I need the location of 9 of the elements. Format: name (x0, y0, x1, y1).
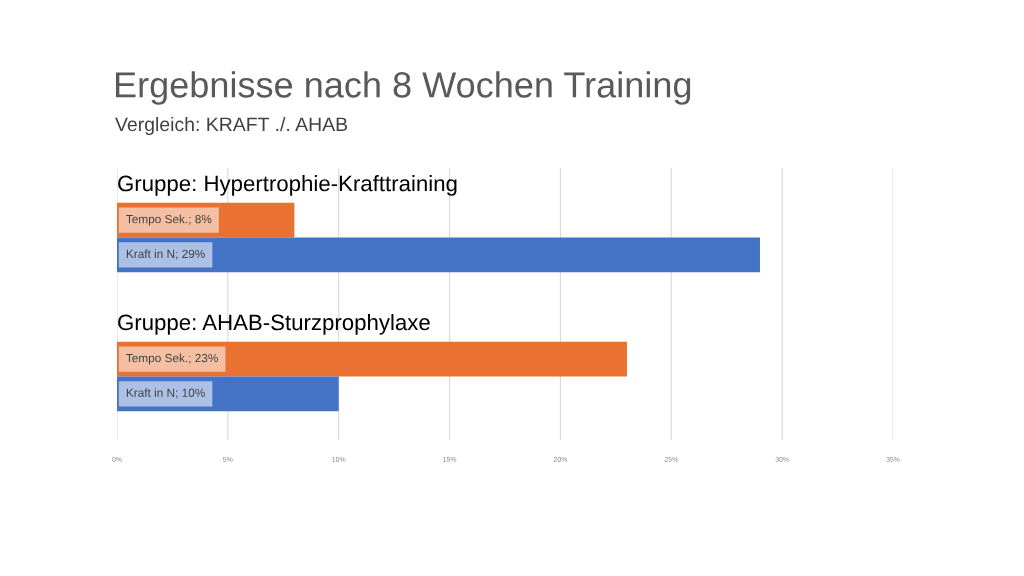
bar (117, 237, 760, 273)
data-label: Tempo Sek.; 23% (126, 353, 218, 365)
y-tick-label: Gruppe: Hypertrophie-Krafttraining (118, 175, 457, 196)
y-tick-label: Gruppe: AHAB-Sturzprophylaxe (118, 313, 430, 335)
chart-subtitle: Vergleich: KRAFT ./. AHAB (115, 116, 348, 136)
chart-title: Ergebnisse nach 8 Wochen Training (115, 71, 691, 105)
data-label: Kraft in N; 10% (126, 388, 205, 399)
data-label: Tempo Sek.; 8% (126, 214, 212, 226)
data-label: Kraft in N; 29% (126, 249, 205, 260)
